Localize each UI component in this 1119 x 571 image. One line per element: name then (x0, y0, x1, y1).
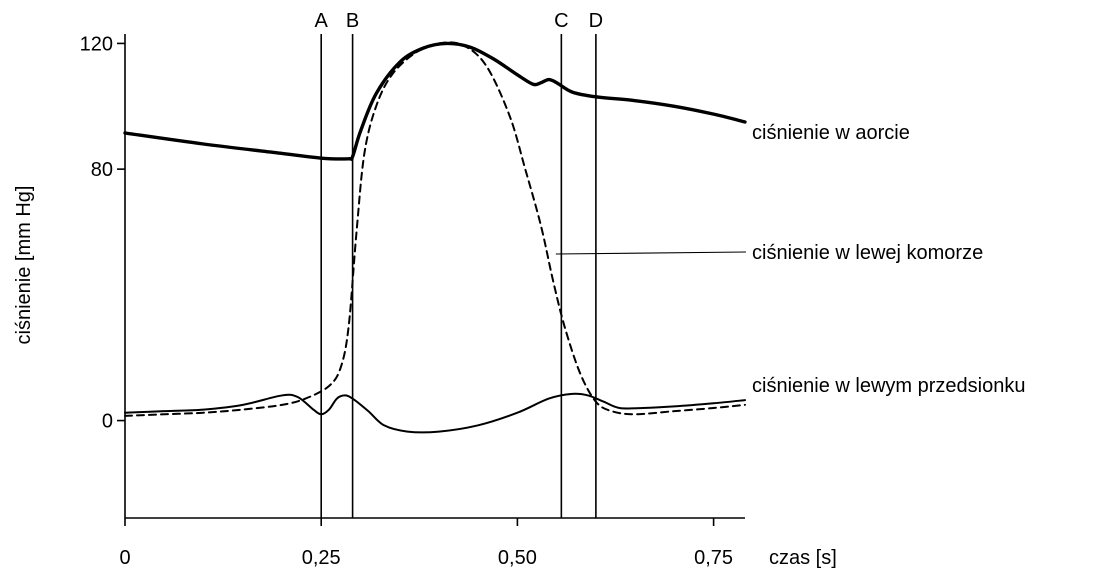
series-label-left-ventricle: ciśnienie w lewej komorze (752, 242, 983, 264)
y-tick-label: 120 (80, 33, 113, 55)
series-label-aorta: ciśnienie w aorcie (752, 122, 910, 144)
y-axis-label: ciśnienie [mm Hg] (13, 186, 35, 345)
series-label-left-atrium: ciśnienie w lewym przedsionku (752, 375, 1025, 397)
x-tick-label: 0 (119, 547, 130, 569)
series-lines (123, 41, 747, 434)
marker-label-b: B (346, 10, 359, 32)
x-tick-label: 0,75 (694, 547, 733, 569)
annotations: ciśnienie w aorcie ciśnienie w lewej komo… (555, 122, 1025, 397)
marker-label-c: C (554, 10, 568, 32)
marker-label-a: A (315, 10, 329, 32)
ticks: 0 0,25 0,50 0,75 0 80 120 (80, 33, 733, 569)
x-axis-label: czas [s] (769, 547, 837, 569)
marker-label-d: D (589, 10, 603, 32)
series-line-aorta (123, 41, 747, 161)
x-tick-label: 0,50 (498, 547, 537, 569)
series-line-left-atrium (124, 392, 746, 434)
y-tick-label: 0 (102, 411, 113, 433)
x-tick-label: 0,25 (302, 547, 341, 569)
leader-line-left-ventricle (555, 251, 747, 255)
y-tick-label: 80 (91, 159, 113, 181)
series-line-left-ventricle (124, 41, 746, 417)
axes (124, 34, 745, 519)
